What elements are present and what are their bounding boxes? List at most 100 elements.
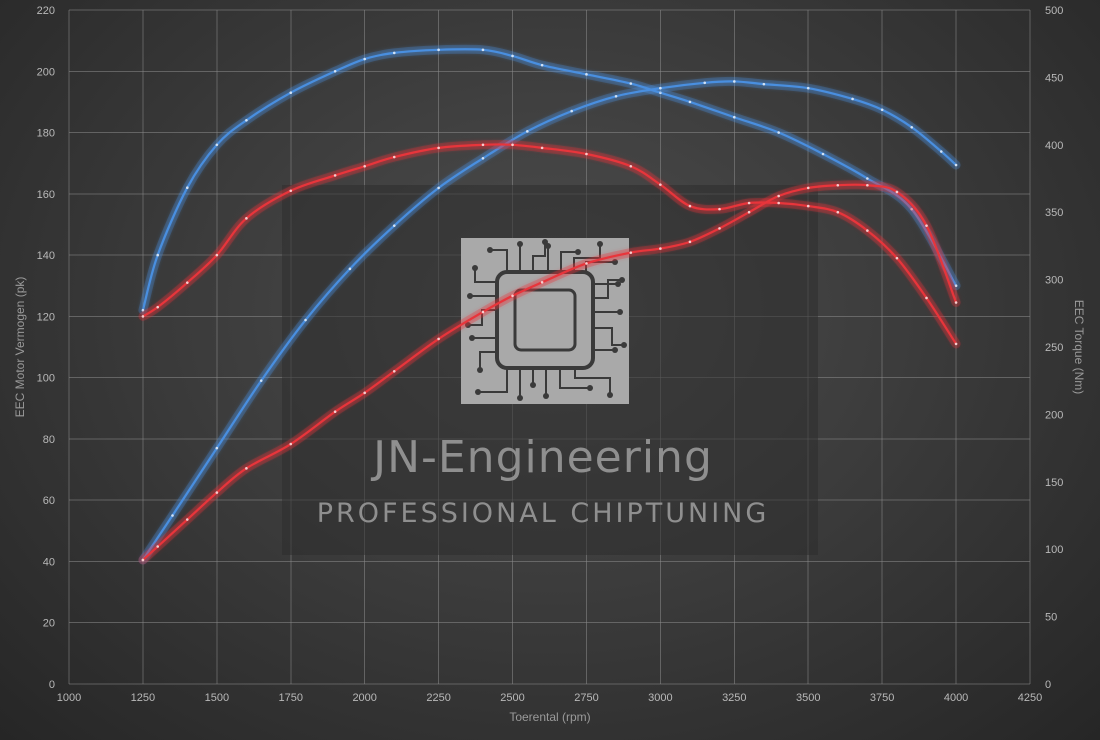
data-point xyxy=(688,240,692,244)
data-point xyxy=(570,109,573,113)
x-tick-label: 3750 xyxy=(870,692,894,704)
y-axis-right-title: EEC Torque (Nm) xyxy=(1072,300,1086,394)
x-tick-label: 2500 xyxy=(500,692,524,704)
x-axis-title: Toerental (rpm) xyxy=(509,710,590,724)
data-point xyxy=(777,131,780,134)
x-tick-label: 1500 xyxy=(205,692,229,704)
data-point xyxy=(585,73,588,76)
y-left-tick-label: 80 xyxy=(43,434,55,446)
x-tick-label: 1750 xyxy=(279,692,303,704)
data-point xyxy=(954,301,958,304)
y-right-tick-label: 300 xyxy=(1045,275,1063,287)
y-left-tick-label: 100 xyxy=(37,373,55,385)
data-point xyxy=(245,217,248,220)
data-point xyxy=(954,342,958,346)
x-tick-label: 4250 xyxy=(1018,692,1042,704)
x-tick-label: 2000 xyxy=(352,692,376,704)
y-left-tick-label: 40 xyxy=(43,556,55,568)
watermark-title: JN-Engineering xyxy=(370,432,713,483)
circuit-chip-icon xyxy=(461,238,629,404)
x-tick-label: 4000 xyxy=(944,692,968,704)
y-left-tick-label: 180 xyxy=(37,128,55,140)
data-point xyxy=(392,51,396,55)
data-point xyxy=(836,210,840,214)
data-point xyxy=(215,253,219,257)
data-point xyxy=(851,97,854,101)
data-point xyxy=(259,379,263,383)
x-tick-label: 3250 xyxy=(722,692,746,704)
y-axis-left-title: EEC Motor Vermogen (pk) xyxy=(13,277,27,418)
data-point xyxy=(910,207,914,211)
data-point xyxy=(185,186,189,189)
data-point xyxy=(185,518,189,521)
data-point xyxy=(437,146,440,150)
y-right-tick-label: 250 xyxy=(1045,342,1063,354)
data-point xyxy=(437,48,440,52)
data-point xyxy=(895,190,899,194)
y-left-tick-label: 60 xyxy=(43,495,55,507)
data-point xyxy=(777,194,780,198)
data-point xyxy=(141,315,145,318)
data-point xyxy=(215,446,219,450)
data-point xyxy=(171,514,174,517)
data-point xyxy=(806,86,810,90)
data-point xyxy=(895,256,899,260)
y-left-tick-label: 0 xyxy=(49,679,55,691)
data-point xyxy=(348,267,352,271)
data-point xyxy=(333,174,337,177)
data-point xyxy=(481,48,485,52)
data-point xyxy=(156,305,160,309)
data-point xyxy=(925,224,928,227)
y-right-tick-label: 450 xyxy=(1045,72,1063,84)
y-right-tick-label: 0 xyxy=(1045,679,1051,691)
data-point xyxy=(215,491,219,494)
x-tick-label: 3000 xyxy=(648,692,672,704)
data-point xyxy=(762,82,766,86)
data-point xyxy=(156,253,160,257)
data-point xyxy=(821,152,825,156)
data-point xyxy=(747,210,751,214)
y-left-tick-label: 200 xyxy=(37,66,55,78)
data-point xyxy=(954,284,958,288)
data-point xyxy=(363,391,366,395)
stock-right-series xyxy=(138,180,961,565)
series-line xyxy=(141,80,958,562)
data-point xyxy=(141,308,145,312)
data-point xyxy=(688,204,692,208)
data-point xyxy=(659,183,662,186)
data-point xyxy=(659,86,662,90)
data-point xyxy=(185,281,189,284)
y-right-tick-label: 200 xyxy=(1045,409,1063,421)
data-point xyxy=(659,247,662,250)
y-left-tick-label: 20 xyxy=(43,618,55,630)
data-point xyxy=(481,156,485,160)
data-point xyxy=(629,251,633,254)
data-point xyxy=(392,155,396,159)
data-point xyxy=(245,467,248,470)
data-point xyxy=(777,201,780,205)
x-tick-label: 2750 xyxy=(574,692,598,704)
data-point xyxy=(718,207,721,211)
y-right-tick-label: 100 xyxy=(1045,544,1063,556)
y-left-tick-label: 220 xyxy=(37,5,55,17)
data-point xyxy=(954,163,958,167)
data-point xyxy=(747,201,751,205)
y-right-tick-label: 150 xyxy=(1045,477,1063,489)
y-left-tick-label: 140 xyxy=(37,250,55,262)
data-point xyxy=(289,91,293,95)
data-point xyxy=(437,186,440,190)
y-right-tick-label: 50 xyxy=(1045,612,1057,624)
data-point xyxy=(245,118,248,122)
data-point xyxy=(141,558,145,562)
data-point xyxy=(659,91,662,95)
data-point xyxy=(511,143,514,147)
x-tick-label: 1250 xyxy=(131,692,155,704)
data-point xyxy=(540,280,544,284)
data-point xyxy=(866,229,869,232)
data-point xyxy=(806,186,810,190)
data-point xyxy=(526,130,529,133)
data-point xyxy=(629,164,633,168)
data-point xyxy=(614,94,618,98)
data-point xyxy=(333,410,337,414)
